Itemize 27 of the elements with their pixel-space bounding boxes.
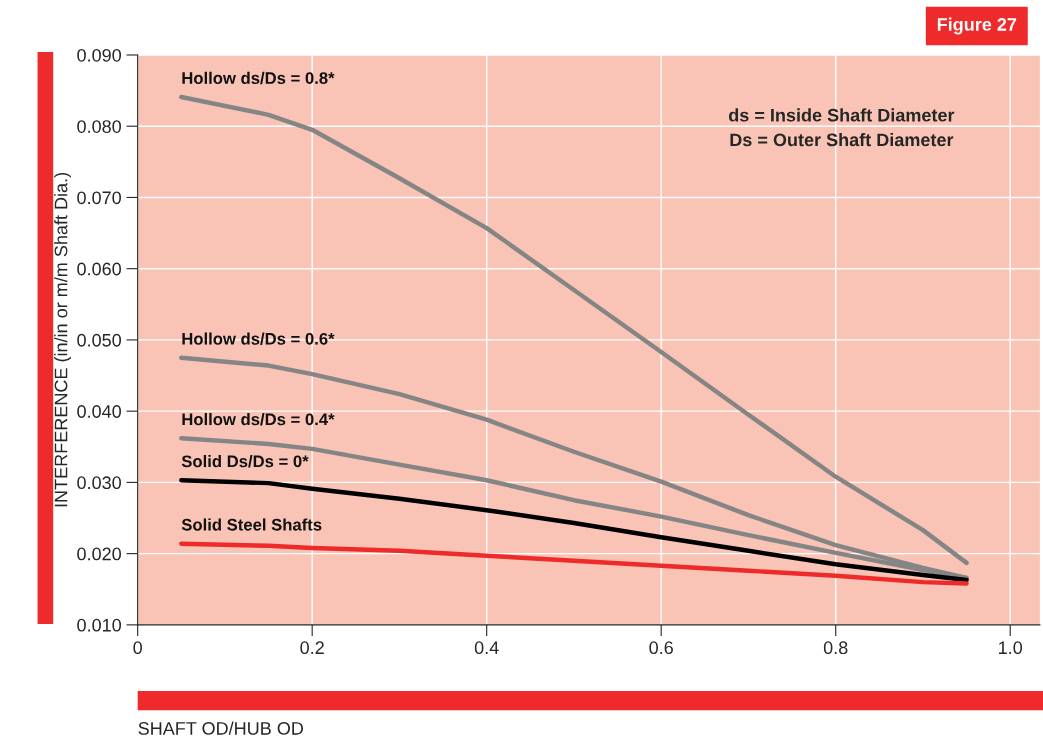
series-label: Hollow ds/Ds = 0.8* <box>182 71 335 85</box>
series-label: Solid Steel Shafts <box>181 518 322 531</box>
x-tick-label: 0.6 <box>649 641 673 655</box>
y-tick-label: 0.080 <box>77 120 121 133</box>
series-label: Hollow ds/Ds = 0.6* <box>182 332 335 345</box>
x-tick-label: 0.8 <box>823 641 848 655</box>
line-series <box>179 94 969 566</box>
y-tick-label: 0.090 <box>77 48 121 62</box>
x-tick-label: 0 <box>133 641 142 655</box>
line-series <box>179 478 969 583</box>
y-tick-label: 0.050 <box>77 333 121 347</box>
y-tick-label: 0.040 <box>77 405 121 418</box>
series-label: Hollow ds/Ds = 0.4* <box>182 412 335 426</box>
y-tick-label: 0.020 <box>77 547 121 561</box>
annotation: ds = Inside Shaft Diameter Ds = Outer Shaft Diameter <box>729 108 955 147</box>
series-label: Solid Ds/Ds = 0* <box>181 455 309 468</box>
chart-title: Figure 27 <box>937 17 1017 35</box>
x-tick-label: 0.2 <box>300 641 324 655</box>
x-tick-label: 0.4 <box>474 641 499 655</box>
x-axis-title: SHAFT OD/HUB OD <box>138 721 304 735</box>
y-tick-label: 0.010 <box>77 618 121 632</box>
line-series <box>179 541 969 586</box>
y-tick-label: 0.060 <box>77 262 121 276</box>
y-tick-label: 0.070 <box>77 191 121 205</box>
x-tick-label: 1.0 <box>999 641 1023 655</box>
y-tick-label: 0.030 <box>77 476 121 490</box>
y-axis-title: INTERFERENCE (in/in or m/m Shaft Dia.) <box>54 172 71 507</box>
